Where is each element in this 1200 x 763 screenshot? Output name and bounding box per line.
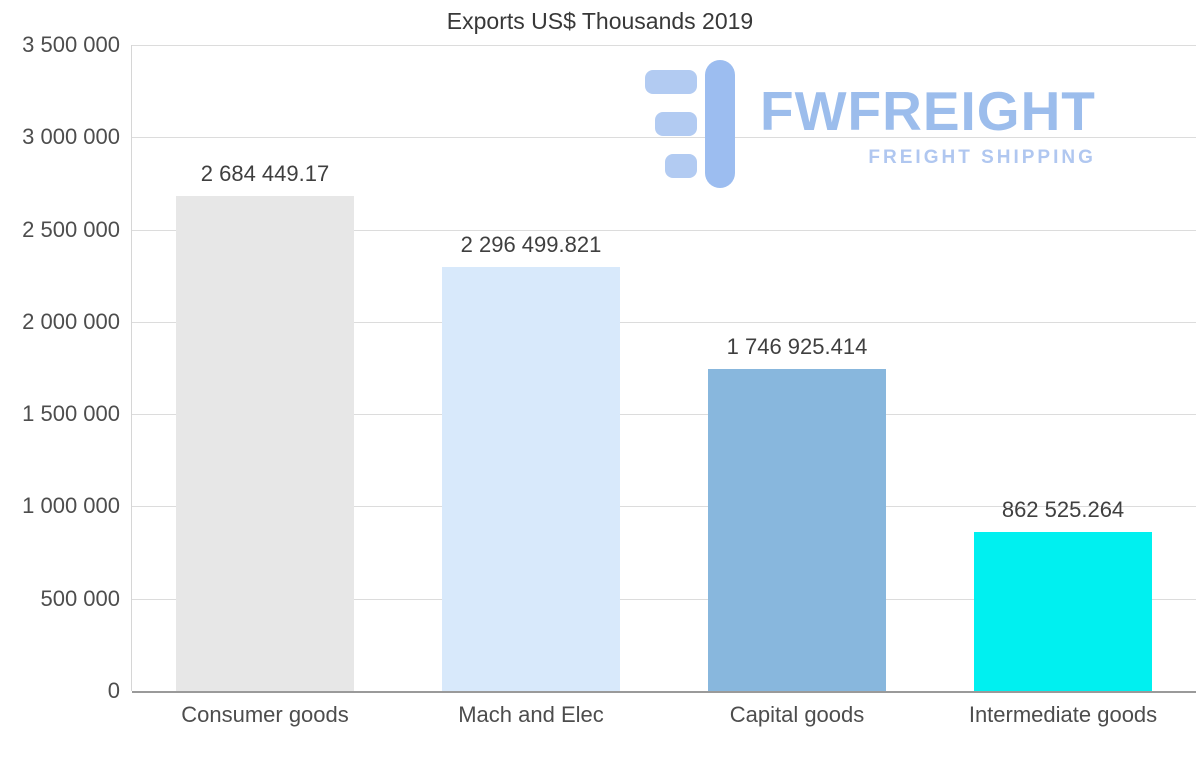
gridline xyxy=(132,506,1196,508)
bar-consumer-goods xyxy=(176,195,354,691)
y-axis-tick-label: 1 500 000 xyxy=(22,401,120,427)
y-axis-tick-label: 500 000 xyxy=(40,585,120,611)
gridline xyxy=(132,229,1196,231)
bar-intermediate-goods xyxy=(974,531,1152,691)
fwfreight-logo-icon xyxy=(645,60,740,193)
gridline xyxy=(132,137,1196,139)
gridline xyxy=(132,598,1196,600)
x-axis-category-label: Mach and Elec xyxy=(458,702,604,727)
y-axis: 3 500 000 3 000 000 2 500 000 2 000 000 1 50… xyxy=(0,32,132,703)
plot-area: 2 684 449.17 2 296 499.821 1 746 925.414 86… xyxy=(132,45,1196,693)
watermark-name: FWFREIGHT xyxy=(760,80,1096,142)
bar-value-label: 1 746 925.414 xyxy=(726,333,868,359)
y-axis-tick-label: 2 500 000 xyxy=(22,216,120,242)
y-axis-tick-label: 3 000 000 xyxy=(22,124,120,150)
bar-mach-and-elec xyxy=(442,267,620,691)
watermark-text: FWFREIGHT FREIGHT SHIPPING xyxy=(760,84,1096,169)
bar-value-label: 862 525.264 xyxy=(1001,496,1125,522)
bar-value-label: 2 296 499.821 xyxy=(460,232,602,258)
fwfreight-watermark: FWFREIGHT FREIGHT SHIPPING xyxy=(645,60,1096,193)
x-axis-category-label: Consumer goods xyxy=(181,702,349,727)
chart-title: Exports US$ Thousands 2019 xyxy=(446,8,754,34)
y-axis-tick-label: 0 xyxy=(107,678,120,703)
y-axis-tick-label: 2 000 000 xyxy=(22,308,120,334)
y-axis-tick-label: 1 000 000 xyxy=(22,493,120,519)
gridline xyxy=(132,414,1196,416)
bar-value-label: 2 684 449.17 xyxy=(200,160,330,186)
y-axis-tick-label: 3 500 000 xyxy=(22,32,120,57)
x-axis-category-label: Intermediate goods xyxy=(968,702,1158,727)
x-axis: Consumer goods Mach and Elec Capital goods… xyxy=(132,702,1196,736)
watermark-subtitle: FREIGHT SHIPPING xyxy=(868,147,1096,168)
y-axis-line xyxy=(131,45,132,691)
gridline xyxy=(132,45,1196,46)
x-axis-category-label: Capital goods xyxy=(729,702,865,727)
gridline xyxy=(132,321,1196,323)
bar-capital-goods xyxy=(708,368,886,691)
